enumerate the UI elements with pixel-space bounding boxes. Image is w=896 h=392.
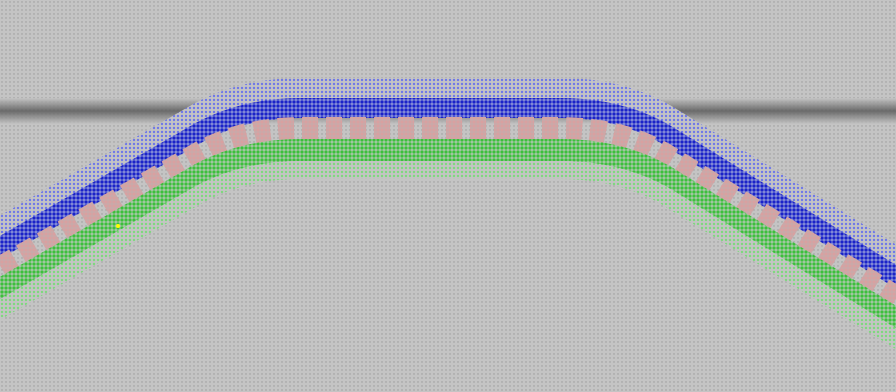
simulation-view (0, 0, 896, 392)
marker-dot (116, 224, 120, 228)
page (0, 0, 896, 392)
